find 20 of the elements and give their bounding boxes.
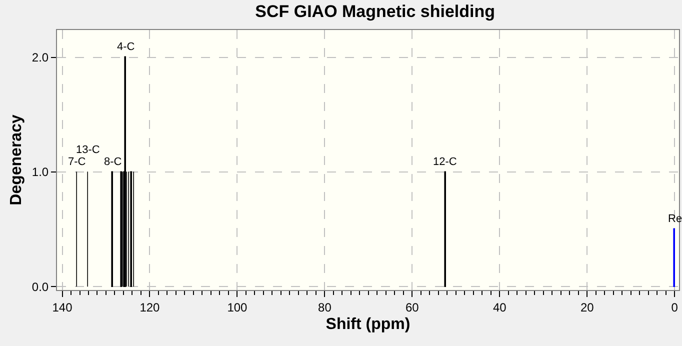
x-tick-label: 140	[52, 300, 73, 314]
annotation: 13-C	[76, 144, 100, 156]
x-tick-label: 0	[671, 300, 678, 314]
x-axis-title: Shift (ppm)	[326, 316, 410, 334]
annotation: 12-C	[433, 156, 457, 168]
chart-title: SCF GIAO Magnetic shielding	[255, 2, 496, 22]
y-tick-label: 0.0	[32, 280, 49, 294]
annotation: Re	[668, 213, 682, 225]
x-tick-label: 60	[406, 300, 420, 314]
x-tick-label: 20	[580, 300, 594, 314]
x-tick-label: 80	[318, 300, 332, 314]
y-tick-label: 1.0	[32, 165, 49, 180]
x-tick-label: 40	[492, 300, 507, 314]
x-tick-label: 100	[227, 300, 248, 314]
annotation: 8-C	[104, 156, 122, 168]
annotation: 7-C	[68, 156, 86, 168]
annotation: 4-C	[117, 41, 135, 53]
y-axis-title: Degeneracy	[8, 114, 25, 206]
x-tick-label: 120	[140, 300, 160, 314]
y-tick-label: 2.0	[32, 50, 49, 65]
